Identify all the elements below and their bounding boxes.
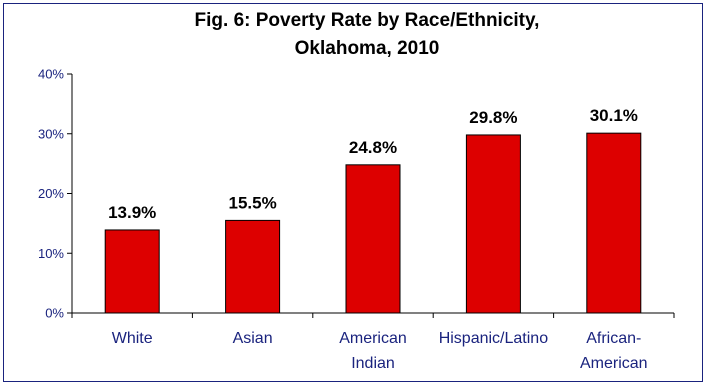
y-tick-label: 40% — [38, 67, 64, 82]
chart-title-line-2: Oklahoma, 2010 — [295, 38, 440, 59]
category-label: Indian — [351, 355, 395, 372]
category-label: African- — [586, 330, 641, 347]
data-label: 30.1% — [590, 106, 638, 125]
category-labels: White Asian American Indian Hispanic/Latino A… — [112, 330, 648, 372]
bar — [465, 134, 521, 314]
bar — [345, 164, 401, 314]
category-label: Hispanic/Latino — [439, 330, 549, 347]
category-label: American — [580, 355, 648, 372]
category-label: American — [339, 330, 407, 347]
chart-title-line-1: Fig. 6: Poverty Rate by Race/Ethnicity, — [195, 10, 540, 31]
bar — [104, 229, 160, 314]
data-label: 29.8% — [469, 108, 517, 127]
data-label: 24.8% — [349, 138, 397, 157]
y-tick-label: 30% — [38, 126, 64, 141]
bar — [225, 219, 281, 314]
y-tick-label: 0% — [45, 306, 64, 321]
category-label: White — [112, 330, 153, 347]
data-labels: 13.9% 15.5% 24.8% 29.8% 30.1% — [108, 106, 638, 222]
category-label: Asian — [233, 330, 273, 347]
axes: 0% 10% 20% 30% 40% — [38, 67, 675, 321]
bars — [104, 132, 642, 314]
data-label: 13.9% — [108, 203, 156, 222]
bar — [586, 132, 642, 314]
y-tick-label: 20% — [38, 186, 64, 201]
y-tick-label: 10% — [38, 246, 64, 261]
data-label: 15.5% — [228, 193, 276, 212]
